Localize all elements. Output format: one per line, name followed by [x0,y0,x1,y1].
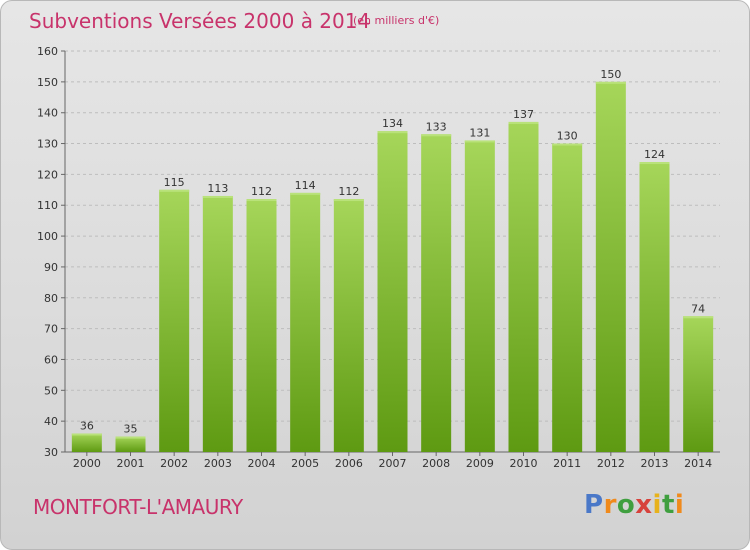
y-tick-label-140: 140 [37,107,58,120]
bar-2003 [202,195,233,452]
value-label-2006: 112 [338,185,359,198]
value-label-2002: 115 [164,176,185,189]
x-tick-label-2001: 2001 [117,457,145,470]
bar-top-2010 [508,121,539,124]
value-label-2001: 35 [124,423,138,436]
x-tick-label-2014: 2014 [684,457,712,470]
x-tick-label-2000: 2000 [73,457,101,470]
bar-2001 [115,436,146,452]
x-tick-label-2003: 2003 [204,457,232,470]
bar-2002 [159,189,190,453]
value-label-2010: 137 [513,108,534,121]
value-label-2007: 134 [382,117,403,130]
chart-title: Subventions Versées 2000 à 2014 [29,9,371,33]
x-tick-label-2002: 2002 [160,457,188,470]
bar-2004 [246,199,277,452]
bar-top-2012 [595,81,626,84]
x-tick-label-2007: 2007 [379,457,407,470]
x-tick-label-2009: 2009 [466,457,494,470]
bar-2011 [552,143,583,453]
x-tick-label-2010: 2010 [510,457,538,470]
value-label-2012: 150 [600,68,621,81]
bar-2009 [464,140,495,452]
commune-name: MONTFORT-L'AMAURY [33,495,243,519]
bar-top-2009 [464,140,495,143]
x-tick-label-2006: 2006 [335,457,363,470]
bar-2010 [508,121,539,452]
y-tick-label-80: 80 [44,292,58,305]
bar-2012 [595,81,626,452]
value-label-2013: 124 [644,148,665,161]
bar-2014 [683,316,714,452]
y-tick-label-70: 70 [44,323,58,336]
axis-layer: 30 40 50 60 70 80 90 100 110 120 130 140 150 160 [37,45,720,459]
y-tick-label-90: 90 [44,261,58,274]
x-tick-label-2011: 2011 [553,457,581,470]
value-label-2000: 36 [80,419,94,432]
x-tick-label-2013: 2013 [641,457,669,470]
y-tick-label-50: 50 [44,384,58,397]
value-label-2009: 131 [469,126,490,139]
proxiti-logo: Proxiti [584,490,685,520]
bar-2013 [639,162,670,453]
value-label-2011: 130 [557,130,578,143]
bar-top-2002 [159,189,190,192]
bar-2007 [377,131,408,452]
bar-top-2001 [115,436,146,439]
x-tick-label-2004: 2004 [248,457,276,470]
y-tick-label-30: 30 [44,446,58,459]
bar-top-2006 [333,199,364,202]
value-label-2003: 113 [207,182,228,195]
x-tick-label-2012: 2012 [597,457,625,470]
y-tick-label-150: 150 [37,76,58,89]
bar-top-2014 [683,316,714,319]
bar-2005 [290,192,321,452]
bar-top-2011 [552,143,583,146]
y-tick-label-100: 100 [37,230,58,243]
x-tick-label-2005: 2005 [291,457,319,470]
label-layer: 36 2000 35 2001 115 2002 113 2003 112 2004 114 2005… [73,68,712,470]
y-tick-label-40: 40 [44,415,58,428]
bar-top-2007 [377,131,408,134]
bar-top-2008 [421,134,452,137]
value-label-2004: 112 [251,185,272,198]
x-tick-label-2008: 2008 [422,457,450,470]
bar-2006 [333,199,364,452]
bar-top-2013 [639,162,670,165]
bar-top-2004 [246,199,277,202]
bar-layer [71,81,714,453]
bar-top-2003 [202,195,233,198]
value-label-2014: 74 [691,302,705,315]
value-label-2005: 114 [295,179,316,192]
bar-top-2005 [290,192,321,195]
bar-2008 [421,134,452,453]
y-tick-label-160: 160 [37,45,58,58]
y-tick-label-110: 110 [37,199,58,212]
y-tick-label-130: 130 [37,138,58,151]
chart-subtitle: (en milliers d'€) [353,14,440,27]
y-tick-label-120: 120 [37,168,58,181]
bar-top-2000 [71,433,102,436]
bar-2000 [71,433,102,452]
y-tick-label-60: 60 [44,353,58,366]
value-label-2008: 133 [426,120,447,133]
